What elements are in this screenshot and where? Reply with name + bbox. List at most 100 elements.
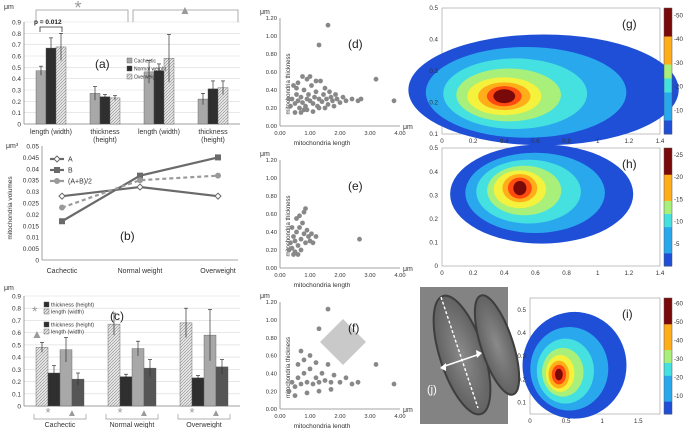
i-colorbar-label: -20 — [674, 374, 684, 381]
e-point — [303, 206, 308, 211]
b-ytick-label: 0.05 — [26, 144, 39, 151]
h-xtick-label: 0.2 — [469, 270, 478, 277]
g-colorbar-cell — [664, 8, 672, 23]
d-point — [288, 104, 293, 109]
c-ytick-label: 0.2 — [12, 379, 21, 386]
h-xtick-label: 1 — [596, 270, 600, 277]
g-xtick-label: 0 — [440, 138, 444, 145]
b-panel-label: (b) — [120, 229, 135, 243]
d-point — [323, 86, 328, 91]
g-ytick-label: 0.2 — [429, 100, 438, 107]
f-panel-label: (f) — [348, 321, 359, 335]
h-xtick-label: 0.4 — [500, 270, 509, 277]
g-colorbar-label: -10 — [674, 107, 684, 114]
e-unit-x: μm — [403, 266, 413, 273]
g-panel-label: (g) — [622, 17, 637, 31]
d-point — [311, 101, 316, 106]
a-p-value: p = 0.012 — [34, 19, 62, 26]
d-point — [327, 89, 332, 94]
f-ytick-label: 0.20 — [266, 389, 277, 395]
a-bar — [100, 97, 110, 124]
d-point — [287, 97, 292, 102]
g-colorbar-label: -20 — [674, 84, 684, 91]
c-ytick-label: 0.9 — [12, 294, 21, 301]
b-category-label: Normal weight — [118, 268, 163, 275]
b-unit: μm³ — [6, 143, 19, 150]
b-point-diamond — [59, 193, 65, 199]
b-ytick-label: 0.035 — [23, 178, 40, 185]
d-point — [324, 97, 329, 102]
f-point — [317, 380, 322, 385]
a-legend-swatch — [127, 58, 132, 63]
c-bar — [36, 347, 48, 406]
f-point — [314, 360, 319, 365]
h-colorbar-label: -20 — [674, 174, 684, 181]
c-bar — [120, 377, 132, 406]
i-colorbar-label: -40 — [674, 338, 684, 345]
i-colorbar-cell — [664, 388, 672, 401]
f-point — [374, 362, 379, 367]
panel-j-micrograph: (j) — [420, 287, 528, 424]
d-point — [312, 95, 317, 100]
f-point — [326, 362, 331, 367]
i-colorbar-label: -50 — [674, 319, 684, 326]
h-xtick-label: 0.8 — [562, 270, 571, 277]
g-colorbar-label: -40 — [674, 36, 684, 43]
a-ytick-label: 0.1 — [12, 110, 21, 117]
e-xtick-label: 0.00 — [274, 273, 285, 279]
e-point — [294, 230, 299, 235]
c-ytick-label: 0.7 — [12, 318, 21, 325]
f-point — [311, 382, 316, 387]
g-colorbar-label: -50 — [674, 12, 684, 19]
b-point-square — [215, 154, 221, 160]
e-point — [299, 248, 304, 253]
c-sig-triangle: ▲ — [211, 408, 221, 419]
d-point — [314, 89, 319, 94]
f-point — [302, 358, 307, 363]
a-bar — [36, 71, 46, 124]
d-ytick-label: 0.60 — [266, 70, 277, 76]
a-ytick-label: 0.4 — [12, 76, 21, 83]
d-point — [344, 98, 349, 103]
a-panel-label: (a) — [95, 57, 110, 71]
b-legend-marker — [54, 167, 60, 173]
f-point — [305, 380, 310, 385]
a-sig-triangle: ▲ — [179, 3, 191, 17]
c-ytick-label: 0.5 — [12, 342, 21, 349]
g-ytick-label: 0.5 — [429, 5, 438, 12]
c-sig-star: * — [117, 405, 122, 420]
c-ytick-label: 0.3 — [12, 367, 21, 374]
e-ytick-label: 0.00 — [266, 266, 277, 272]
g-xtick-label: 0.4 — [500, 138, 509, 145]
g-colorbar-cell — [664, 36, 672, 51]
e-ytick-label: 1.20 — [266, 158, 277, 164]
b-point-square — [59, 218, 65, 224]
e-point — [288, 240, 293, 245]
e-point — [357, 237, 362, 242]
b-ylabel: mitochondria volumes — [7, 176, 14, 240]
c-legend-label: thickness (height) — [51, 323, 94, 329]
a-group-label: thickness — [198, 129, 228, 136]
f-point — [308, 353, 313, 358]
c-bracket — [106, 414, 158, 419]
e-point — [305, 228, 310, 233]
c-ytick-label: 0.4 — [12, 355, 21, 362]
f-point — [293, 384, 298, 389]
e-point — [296, 243, 301, 248]
e-panel-label: (e) — [348, 179, 363, 193]
g-colorbar-cell — [664, 50, 672, 65]
a-bar — [110, 98, 120, 124]
g-colorbar-label: -30 — [674, 60, 684, 67]
h-xtick-label: 1.4 — [656, 270, 665, 277]
panel-h-heatmap: 0 0.2 0.4 0.6 0.8 1 1.2 1.4 0 0.1 0.2 0.3 0.4 0.5 -5 -1… — [429, 144, 683, 277]
d-point — [306, 92, 311, 97]
e-point — [303, 240, 308, 245]
d-ytick-label: 0.40 — [266, 88, 277, 94]
c-legend-swatch — [44, 302, 49, 307]
c-legend-swatch — [44, 329, 49, 334]
g-ytick-label: 0.4 — [429, 37, 438, 44]
e-xtick-label: 4.00 — [394, 273, 405, 279]
panel-i-heatmap: 0 0.5 1 1.50.10.20.30.40.5-10-20-30-40-50-6… — [517, 298, 683, 425]
d-ytick-label: 0.80 — [266, 52, 277, 58]
c-category-label: Normal weight — [110, 422, 155, 428]
